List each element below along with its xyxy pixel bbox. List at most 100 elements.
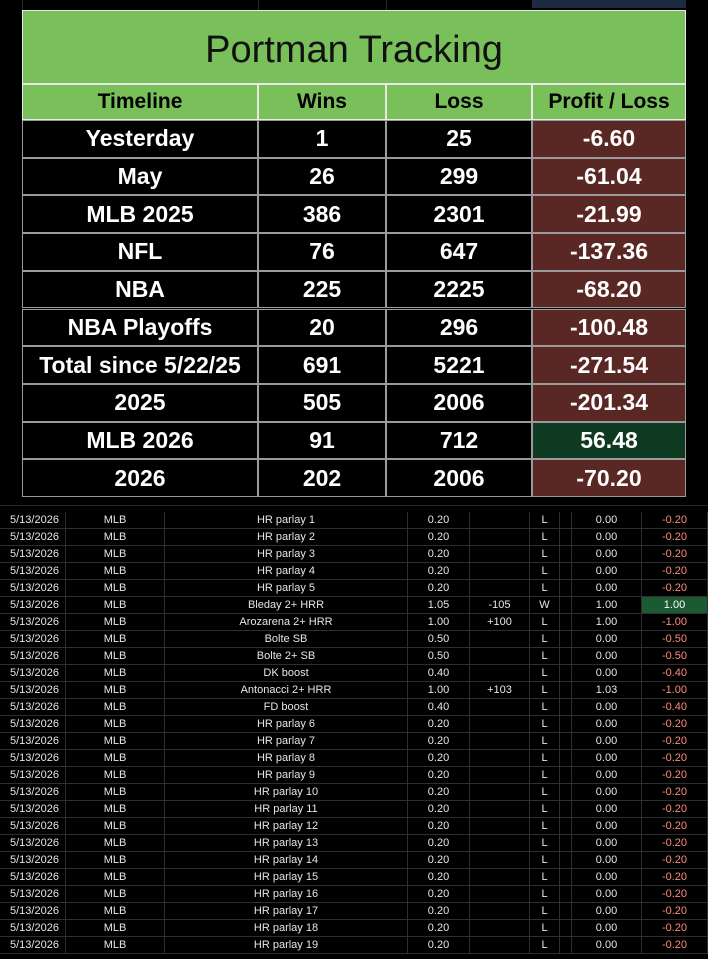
league-cell: MLB xyxy=(66,886,165,903)
empty-cell xyxy=(560,648,572,665)
empty-cell xyxy=(560,733,572,750)
profit-cell: -0.40 xyxy=(642,665,708,682)
empty-cell xyxy=(560,767,572,784)
timeline-cell: NFL xyxy=(22,233,258,271)
bet-cell: Arozarena 2+ HRR xyxy=(165,614,408,631)
summary-title: Portman Tracking xyxy=(22,10,686,84)
profit-cell: -0.50 xyxy=(642,631,708,648)
result-cell: L xyxy=(530,631,560,648)
odds-cell xyxy=(470,852,530,869)
odds-cell xyxy=(470,920,530,937)
stake-cell: 0.20 xyxy=(408,852,470,869)
stake-cell: 0.20 xyxy=(408,546,470,563)
odds-cell xyxy=(470,733,530,750)
empty-cell xyxy=(560,903,572,920)
odds-cell xyxy=(470,512,530,529)
bet-cell: HR parlay 18 xyxy=(165,920,408,937)
odds-cell xyxy=(470,529,530,546)
bet-cell: HR parlay 11 xyxy=(165,801,408,818)
empty-cell xyxy=(560,784,572,801)
date-cell: 5/13/2026 xyxy=(0,750,66,767)
league-cell: MLB xyxy=(66,529,165,546)
count-cell: 296 xyxy=(386,308,532,347)
count-cell: 505 xyxy=(258,383,386,422)
empty-cell xyxy=(560,937,572,954)
odds-cell: +103 xyxy=(470,682,530,699)
result-cell: L xyxy=(530,869,560,886)
league-cell: MLB xyxy=(66,665,165,682)
profit-cell: -0.20 xyxy=(642,852,708,869)
stake-cell: 0.20 xyxy=(408,920,470,937)
return-cell: 0.00 xyxy=(572,716,642,733)
league-cell: MLB xyxy=(66,903,165,920)
league-cell: MLB xyxy=(66,801,165,818)
return-cell: 0.00 xyxy=(572,546,642,563)
odds-cell xyxy=(470,869,530,886)
odds-cell xyxy=(470,801,530,818)
profit-loss-cell: -137.36 xyxy=(532,233,686,271)
league-cell: MLB xyxy=(66,597,165,614)
date-cell: 5/13/2026 xyxy=(0,597,66,614)
empty-cell xyxy=(560,750,572,767)
bet-cell: FD boost xyxy=(165,699,408,716)
timeline-cell: Yesterday xyxy=(22,120,258,158)
result-cell: L xyxy=(530,835,560,852)
stake-cell: 0.40 xyxy=(408,665,470,682)
result-cell: L xyxy=(530,563,560,580)
selected-cell xyxy=(532,0,686,8)
odds-cell xyxy=(470,631,530,648)
date-cell: 5/13/2026 xyxy=(0,648,66,665)
date-cell: 5/13/2026 xyxy=(0,801,66,818)
date-cell: 5/13/2026 xyxy=(0,546,66,563)
odds-cell xyxy=(470,903,530,920)
timeline-cell: MLB 2026 xyxy=(22,421,258,460)
result-cell: L xyxy=(530,529,560,546)
date-cell: 5/13/2026 xyxy=(0,920,66,937)
timeline-cell: MLB 2025 xyxy=(22,195,258,234)
stake-cell: 0.20 xyxy=(408,733,470,750)
profit-loss-cell: -21.99 xyxy=(532,195,686,234)
stake-cell: 0.20 xyxy=(408,716,470,733)
return-cell: 0.00 xyxy=(572,648,642,665)
return-cell: 0.00 xyxy=(572,750,642,767)
return-cell: 0.00 xyxy=(572,869,642,886)
return-cell: 0.00 xyxy=(572,699,642,716)
bet-cell: HR parlay 4 xyxy=(165,563,408,580)
league-cell: MLB xyxy=(66,767,165,784)
return-cell: 1.00 xyxy=(572,597,642,614)
league-cell: MLB xyxy=(66,750,165,767)
result-cell: L xyxy=(530,648,560,665)
count-cell: 20 xyxy=(258,308,386,347)
result-cell: L xyxy=(530,682,560,699)
count-cell: 1 xyxy=(258,120,386,158)
stake-cell: 0.20 xyxy=(408,886,470,903)
profit-cell: -0.20 xyxy=(642,903,708,920)
result-cell: L xyxy=(530,614,560,631)
return-cell: 0.00 xyxy=(572,784,642,801)
bet-cell: HR parlay 9 xyxy=(165,767,408,784)
league-cell: MLB xyxy=(66,563,165,580)
count-cell: 647 xyxy=(386,233,532,271)
empty-cell xyxy=(560,869,572,886)
profit-cell: -0.20 xyxy=(642,767,708,784)
league-cell: MLB xyxy=(66,937,165,954)
result-cell: L xyxy=(530,580,560,597)
count-cell: 25 xyxy=(386,120,532,158)
date-cell: 5/13/2026 xyxy=(0,852,66,869)
date-cell: 5/13/2026 xyxy=(0,716,66,733)
league-cell: MLB xyxy=(66,699,165,716)
result-cell: L xyxy=(530,767,560,784)
profit-cell: -0.20 xyxy=(642,546,708,563)
league-cell: MLB xyxy=(66,580,165,597)
league-cell: MLB xyxy=(66,546,165,563)
empty-cell xyxy=(560,818,572,835)
count-cell: 2225 xyxy=(386,270,532,309)
return-cell: 0.00 xyxy=(572,801,642,818)
stake-cell: 0.20 xyxy=(408,869,470,886)
league-cell: MLB xyxy=(66,784,165,801)
profit-loss-cell: -6.60 xyxy=(532,120,686,158)
result-cell: W xyxy=(530,597,560,614)
bet-cell: DK boost xyxy=(165,665,408,682)
profit-cell: -0.20 xyxy=(642,886,708,903)
